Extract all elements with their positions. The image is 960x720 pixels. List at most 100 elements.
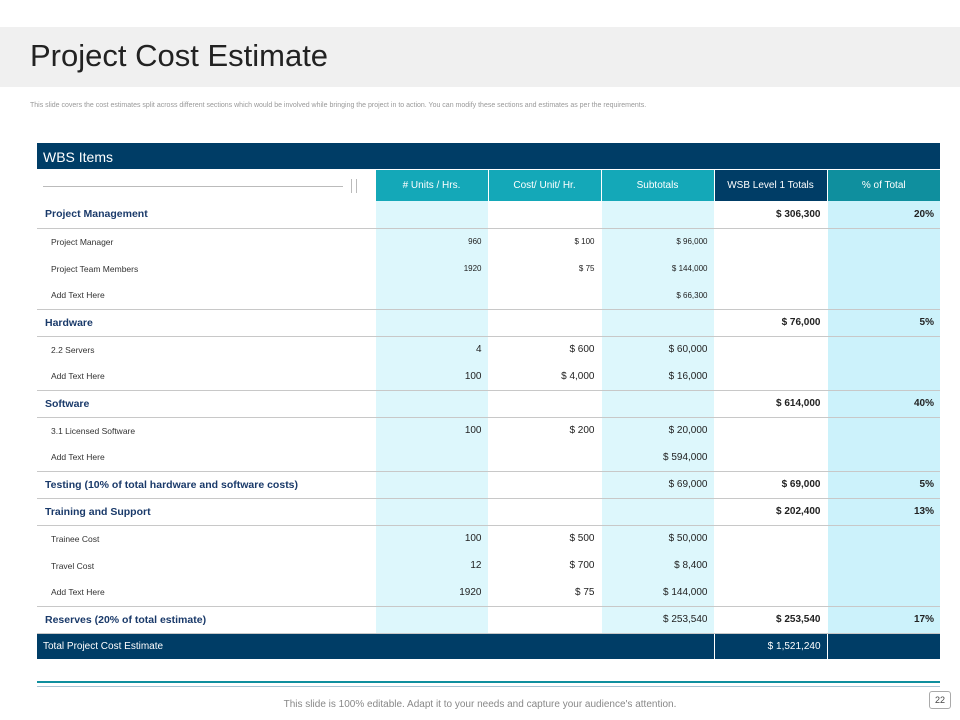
cost-cell bbox=[487, 282, 601, 310]
cost-cell bbox=[487, 390, 601, 418]
cost-cell bbox=[487, 444, 601, 472]
pct-total-cell bbox=[826, 417, 940, 444]
page-title: Project Cost Estimate bbox=[30, 38, 329, 73]
cost-cell: $ 100 bbox=[487, 228, 601, 255]
units-cell: 12 bbox=[374, 552, 488, 579]
subtotal-cell bbox=[600, 309, 714, 337]
row-label: Project Management bbox=[37, 201, 375, 229]
units-cell: 100 bbox=[374, 525, 488, 552]
cost-cell bbox=[487, 498, 601, 526]
line-item-row: Project Manager 960 $ 100 $ 96,000 bbox=[37, 228, 940, 255]
row-label: Add Text Here bbox=[37, 363, 375, 391]
pct-total-cell bbox=[826, 444, 940, 472]
level1-total-cell bbox=[713, 228, 827, 255]
page-number: 22 bbox=[929, 691, 951, 709]
pct-total-cell: 5% bbox=[826, 471, 940, 499]
subtotal-cell: $ 96,000 bbox=[600, 228, 714, 255]
line-item-row: Travel Cost 12 $ 700 $ 8,400 bbox=[37, 552, 940, 579]
pct-total-cell bbox=[826, 363, 940, 391]
table-body: Project Management $ 306,300 20% Project Ma… bbox=[37, 201, 940, 659]
line-item-row: 2.2 Servers 4 $ 600 $ 60,000 bbox=[37, 336, 940, 363]
subtotal-cell: $ 594,000 bbox=[600, 444, 714, 472]
wbs-items-header: WBS Items bbox=[37, 143, 940, 169]
pct-total-cell bbox=[826, 552, 940, 579]
line-item-row: Add Text Here 1920 $ 75 $ 144,000 bbox=[37, 579, 940, 607]
category-row: Reserves (20% of total estimate) $ 253,54… bbox=[37, 606, 940, 634]
row-label: Add Text Here bbox=[37, 444, 375, 472]
pct-total-cell bbox=[826, 228, 940, 255]
cost-estimate-table: # Units / Hrs. Cost/ Unit/ Hr. Subtotals… bbox=[37, 170, 940, 659]
level1-total-cell bbox=[713, 282, 827, 310]
col-header-cost: Cost/ Unit/ Hr. bbox=[487, 170, 601, 201]
cost-cell: $ 75 bbox=[487, 579, 601, 607]
subtotal-cell bbox=[600, 390, 714, 418]
bottom-rule-thin bbox=[37, 686, 940, 687]
level1-total-cell bbox=[713, 363, 827, 391]
units-cell: 960 bbox=[374, 228, 488, 255]
pct-total-cell bbox=[826, 255, 940, 282]
subtotal-cell: $ 50,000 bbox=[600, 525, 714, 552]
footer-note: This slide is 100% editable. Adapt it to… bbox=[283, 699, 677, 710]
units-cell bbox=[374, 498, 488, 526]
level1-total-cell bbox=[713, 552, 827, 579]
units-cell bbox=[374, 309, 488, 337]
row-label: Software bbox=[37, 390, 375, 418]
header-spacer bbox=[37, 170, 375, 201]
category-row: Testing (10% of total hardware and softw… bbox=[37, 471, 940, 499]
units-cell bbox=[374, 471, 488, 499]
bottom-rule bbox=[37, 681, 940, 683]
pct-total-cell bbox=[826, 336, 940, 363]
row-label: Trainee Cost bbox=[51, 533, 100, 544]
pct-total-cell: 13% bbox=[826, 498, 940, 526]
cost-cell bbox=[487, 471, 601, 499]
category-row: Hardware $ 76,000 5% bbox=[37, 309, 940, 337]
row-label: 3.1 Licensed Software bbox=[51, 425, 136, 436]
units-cell: 4 bbox=[374, 336, 488, 363]
subtotal-cell bbox=[600, 201, 714, 229]
subtotal-cell: $ 60,000 bbox=[600, 336, 714, 363]
level1-total-cell bbox=[713, 579, 827, 607]
subtotal-cell: $ 20,000 bbox=[600, 417, 714, 444]
col-header-subtotals: Subtotals bbox=[600, 170, 714, 201]
units-cell bbox=[374, 282, 488, 310]
total-label: Total Project Cost Estimate bbox=[37, 633, 714, 659]
column-header-row: # Units / Hrs. Cost/ Unit/ Hr. Subtotals… bbox=[37, 170, 940, 201]
level1-total-cell: $ 202,400 bbox=[713, 498, 827, 526]
subtotal-cell bbox=[600, 498, 714, 526]
units-cell bbox=[374, 201, 488, 229]
pct-total-cell bbox=[826, 579, 940, 607]
row-label: Project Manager bbox=[51, 236, 114, 247]
cost-cell: $ 200 bbox=[487, 417, 601, 444]
category-row: Training and Support $ 202,400 13% bbox=[37, 498, 940, 526]
subtotal-cell: $ 144,000 bbox=[600, 255, 714, 282]
subtotal-cell: $ 69,000 bbox=[600, 471, 714, 499]
pct-total-cell bbox=[826, 282, 940, 310]
cost-cell: $ 500 bbox=[487, 525, 601, 552]
level1-total-cell: $ 614,000 bbox=[713, 390, 827, 418]
row-label: Travel Cost bbox=[51, 560, 95, 571]
units-cell bbox=[374, 606, 488, 634]
line-item-row: Project Team Members 1920 $ 75 $ 144,000 bbox=[37, 255, 940, 282]
row-label: Hardware bbox=[37, 309, 375, 337]
pct-total-cell: 5% bbox=[826, 309, 940, 337]
col-header-level1-totals: WSB Level 1 Totals bbox=[713, 170, 827, 201]
title-bar bbox=[0, 27, 960, 87]
pct-total-cell bbox=[826, 525, 940, 552]
subtotal-cell: $ 144,000 bbox=[600, 579, 714, 607]
row-label: Add Text Here bbox=[37, 579, 375, 607]
line-item-row: Add Text Here 100 $ 4,000 $ 16,000 bbox=[37, 363, 940, 391]
units-cell: 1920 bbox=[374, 579, 488, 607]
cost-cell: $ 700 bbox=[487, 552, 601, 579]
units-cell: 1920 bbox=[374, 255, 488, 282]
cost-cell bbox=[487, 606, 601, 634]
subtotal-cell: $ 8,400 bbox=[600, 552, 714, 579]
total-value: $ 1,521,240 bbox=[713, 633, 827, 659]
col-header-units: # Units / Hrs. bbox=[374, 170, 488, 201]
total-pct-empty bbox=[826, 633, 940, 659]
line-item-row: 3.1 Licensed Software 100 $ 200 $ 20,000 bbox=[37, 417, 940, 444]
line-item-row: Add Text Here $ 66,300 bbox=[37, 282, 940, 310]
row-label: Add Text Here bbox=[37, 282, 375, 310]
level1-total-cell: $ 253,540 bbox=[713, 606, 827, 634]
pct-total-cell: 20% bbox=[826, 201, 940, 229]
subtotal-cell: $ 253,540 bbox=[600, 606, 714, 634]
